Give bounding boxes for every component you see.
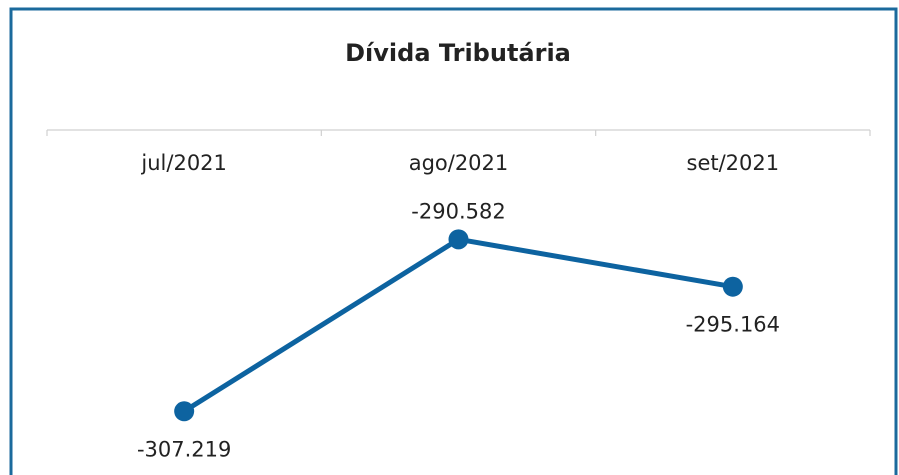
frame xyxy=(9,7,898,475)
marker xyxy=(722,276,743,297)
line xyxy=(182,236,734,414)
marker xyxy=(174,401,195,422)
marker xyxy=(448,229,469,250)
data-label: -295.164 xyxy=(686,313,780,337)
x-tick-label: set/2021 xyxy=(687,151,780,175)
x-tick-label: ago/2021 xyxy=(409,151,509,175)
chart-title: Dívida Tributária xyxy=(345,39,571,67)
data-label: -290.582 xyxy=(411,199,505,223)
data-label: -307.219 xyxy=(137,437,231,461)
x-tick-label: jul/2021 xyxy=(140,151,227,175)
